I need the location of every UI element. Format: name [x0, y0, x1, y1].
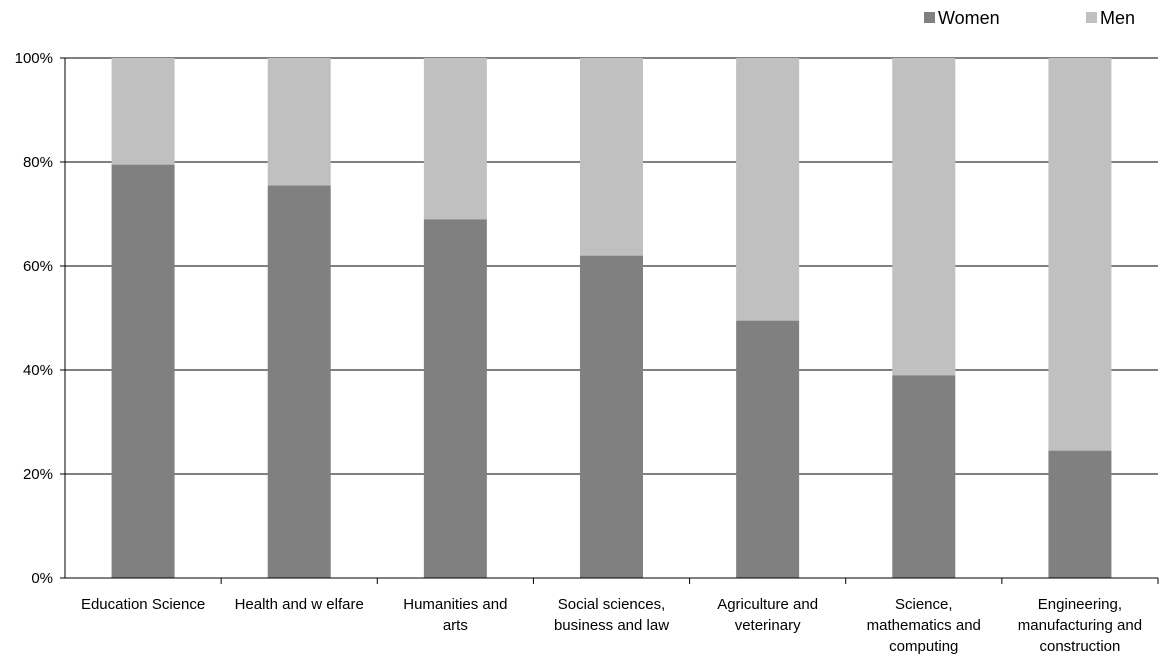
bar-women-2 — [423, 219, 487, 578]
bar-women-4 — [736, 320, 800, 578]
x-category-label: Education Science — [81, 596, 205, 613]
y-tick-labels: 0% 20% 40% 60% 80% 100% — [15, 50, 53, 587]
x-category-label: Science, mathematics and computing — [867, 596, 981, 655]
x-category-label: Social sciences, business and law — [554, 596, 669, 634]
legend-swatch-men — [1086, 12, 1097, 23]
bar-men-3 — [580, 58, 643, 256]
bar-men-2 — [423, 58, 487, 220]
x-category-label: Agriculture and veterinary — [717, 596, 818, 634]
x-category-label: Engineering, manufacturing and constructio… — [1018, 596, 1142, 655]
bar-men-4 — [736, 58, 800, 321]
y-tick-label: 0% — [31, 570, 53, 587]
y-tick-label: 60% — [23, 258, 53, 275]
y-tick-label: 40% — [23, 362, 53, 379]
bar-women-3 — [580, 255, 643, 578]
axes — [60, 57, 1159, 584]
bar-women-6 — [1048, 450, 1112, 578]
bar-women-0 — [111, 164, 175, 578]
legend: Women Men — [924, 8, 1135, 28]
bar-women-1 — [267, 185, 331, 578]
bar-men-1 — [267, 58, 331, 186]
y-tick-label: 80% — [23, 154, 53, 171]
x-category-label: Humanities and arts — [403, 596, 507, 634]
bar-men-6 — [1048, 58, 1112, 451]
bars — [111, 58, 1112, 578]
legend-swatch-women — [924, 12, 935, 23]
bar-men-5 — [892, 58, 956, 376]
x-category-labels: Education Science Health and w elfare Huma… — [81, 596, 1142, 655]
x-category-label: Health and w elfare — [235, 596, 364, 613]
bar-men-0 — [111, 58, 175, 165]
bar-women-5 — [892, 375, 956, 578]
legend-label-men: Men — [1100, 8, 1135, 28]
legend-label-women: Women — [938, 8, 1000, 28]
y-tick-label: 20% — [23, 466, 53, 483]
y-tick-label: 100% — [15, 50, 53, 67]
